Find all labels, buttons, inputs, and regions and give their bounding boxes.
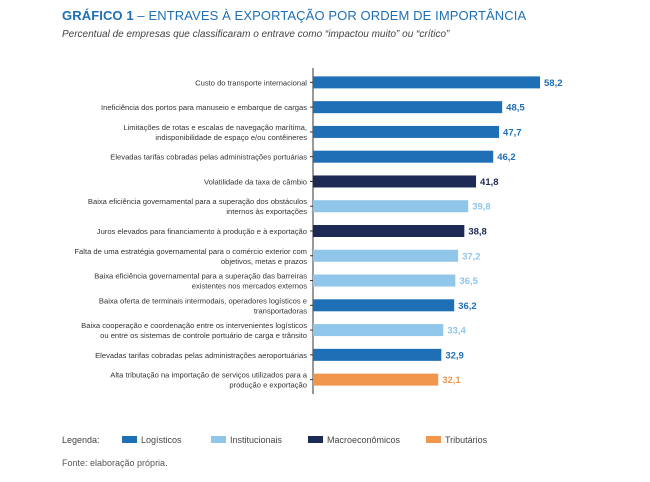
category-label-13: Alta tributação na importação de serviço… (110, 371, 307, 390)
legend-item-logisticos: Logísticos (122, 435, 182, 445)
value-label-3: 47,7 (503, 127, 522, 138)
category-label-10-line-2: transportadoras (254, 306, 307, 315)
category-label-3: Limitações de rotas e escalas de navegaç… (123, 123, 307, 142)
bar-12-logisticos (313, 348, 442, 361)
legend-label-macroeconomicos: Macroeconômicos (327, 435, 401, 445)
category-label-11-line-1: Baixa cooperação e coordenação entre os … (81, 321, 307, 330)
chart-title-text: ENTRAVES À EXPORTAÇÃO POR ORDEM DE IMPOR… (148, 8, 527, 23)
legend-title: Legenda: (62, 435, 100, 445)
category-label-11-line-2: ou entre os sistemas de controle portuár… (100, 331, 307, 340)
category-label-9-line-1: Baixa eficiência governamental para a su… (94, 272, 307, 281)
category-label-6: Baixa eficiência governamental para a su… (88, 197, 307, 216)
chart-subtitle: Percentual de empresas que classificaram… (62, 29, 450, 40)
bar-10-logisticos (313, 299, 455, 312)
category-label-3-line-2: indisponibilidade de espaço e/ou contêin… (155, 133, 307, 142)
category-label-9: Baixa eficiência governamental para a su… (94, 272, 307, 291)
value-label-5: 41,8 (480, 177, 499, 188)
category-label-6-line-1: Baixa eficiência governamental para a su… (88, 197, 307, 206)
bar-11-institucionais (313, 324, 444, 337)
category-label-8: Falta de uma estratégia governamental pa… (74, 247, 307, 266)
category-label-12: Elevadas tarifas cobradas pelas administ… (95, 351, 307, 360)
bar-4-logisticos (313, 150, 494, 163)
category-label-5: Volatilidade da taxa de câmbio (204, 177, 307, 186)
source-note: Fonte: elaboração própria. (62, 458, 168, 468)
chart-title-prefix: GRÁFICO 1 (62, 8, 134, 23)
bar-8-institucionais (313, 249, 459, 262)
value-label-7: 38,8 (468, 227, 487, 238)
legend-swatch-logisticos (122, 436, 137, 444)
value-label-10: 36,2 (458, 301, 477, 312)
category-label-2: Ineficiência dos portos para manuseio e … (101, 103, 307, 112)
bar-9-institucionais (313, 274, 456, 287)
category-label-5-line-1: Volatilidade da taxa de câmbio (204, 177, 307, 186)
value-label-12: 32,9 (445, 350, 464, 361)
category-label-10-line-1: Baixa oferta de terminais intermodais, o… (99, 296, 307, 305)
value-label-4: 46,2 (497, 152, 516, 163)
bar-6-institucionais (313, 200, 469, 213)
category-label-4: Elevadas tarifas cobradas pelas administ… (110, 153, 307, 162)
category-label-2-line-1: Ineficiência dos portos para manuseio e … (101, 103, 307, 112)
chart-title-separator: – (133, 8, 149, 23)
legend-swatch-institucionais (211, 436, 226, 444)
category-label-7: Juros elevados para financiamento à prod… (97, 227, 307, 236)
bar-7-macroeconomicos (313, 225, 465, 237)
category-label-11: Baixa cooperação e coordenação entre os … (81, 321, 307, 340)
category-label-8-line-1: Falta de uma estratégia governamental pa… (74, 247, 307, 256)
legend-item-tributarios: Tributários (426, 435, 487, 445)
bar-13-tributarios (313, 373, 439, 386)
value-label-1: 58,2 (544, 78, 563, 89)
legend-label-institucionais: Institucionais (230, 435, 283, 445)
legend-swatch-macroeconomicos (308, 436, 323, 444)
category-label-4-line-1: Elevadas tarifas cobradas pelas administ… (110, 153, 307, 162)
legend-item-macroeconomicos: Macroeconômicos (308, 435, 400, 445)
bar-3-logisticos (313, 125, 500, 138)
category-label-3-line-1: Limitações de rotas e escalas de navegaç… (123, 123, 307, 132)
value-label-11: 33,4 (447, 326, 466, 337)
bar-5-macroeconomicos (313, 175, 477, 188)
bar-chart: 58,2 Custo do transporte internacional 48,… (74, 68, 563, 394)
bar-1-logisticos (313, 76, 540, 89)
category-label-13-line-2: produção e exportação (229, 381, 307, 390)
legend-label-logisticos: Logísticos (141, 435, 182, 445)
legend: Legenda: Logísticos Institucionais Macro… (62, 435, 487, 445)
bar-2-logisticos (313, 101, 503, 114)
category-label-1-line-1: Custo do transporte internacional (195, 78, 307, 87)
value-label-2: 48,5 (506, 103, 525, 114)
value-label-9: 36,5 (459, 276, 478, 287)
category-label-7-line-1: Juros elevados para financiamento à prod… (97, 227, 307, 236)
legend-label-tributarios: Tributários (445, 435, 488, 445)
chart-title: GRÁFICO 1 – ENTRAVES À EXPORTAÇÃO POR OR… (62, 8, 526, 23)
legend-item-institucionais: Institucionais (211, 435, 282, 445)
value-label-6: 39,8 (472, 202, 491, 213)
category-label-8-line-2: objetivos, metas e prazos (221, 257, 307, 266)
value-label-8: 37,2 (462, 251, 481, 262)
category-label-1: Custo do transporte internacional (195, 78, 307, 87)
category-label-9-line-2: existentes nos mercados externos (192, 282, 307, 291)
legend-swatch-tributarios (426, 436, 441, 444)
category-label-13-line-1: Alta tributação na importação de serviço… (110, 371, 307, 380)
category-label-12-line-1: Elevadas tarifas cobradas pelas administ… (95, 351, 307, 360)
value-label-13: 32,1 (442, 375, 461, 386)
category-label-6-line-2: internos às exportações (226, 207, 307, 216)
category-label-10: Baixa oferta de terminais intermodais, o… (99, 296, 307, 315)
